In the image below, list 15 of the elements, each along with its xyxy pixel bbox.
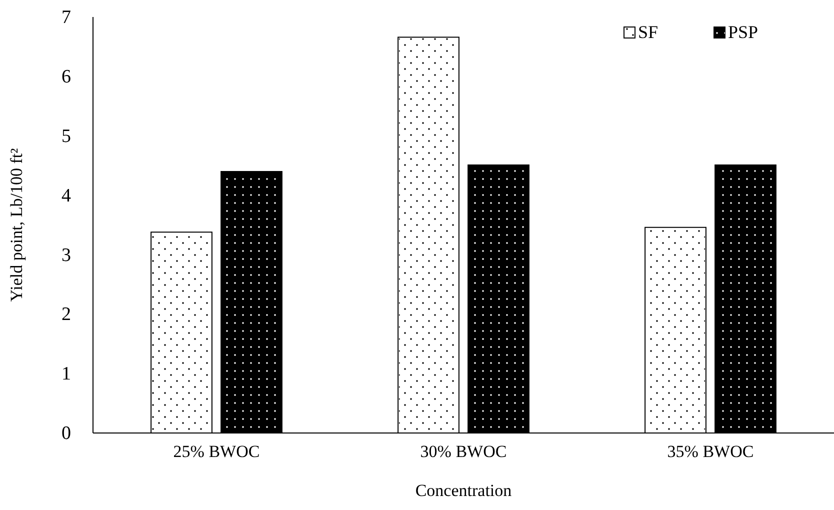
legend-label: PSP bbox=[728, 22, 758, 42]
y-tick-label: 6 bbox=[62, 66, 71, 88]
x-tick-label: 25% BWOC bbox=[173, 442, 260, 462]
x-tick-label: 35% BWOC bbox=[667, 442, 754, 462]
y-tick-label: 5 bbox=[62, 126, 71, 147]
x-axis-title: Concentration bbox=[415, 481, 512, 500]
y-tick-label: 1 bbox=[62, 364, 71, 385]
y-tick-label: 0 bbox=[62, 423, 71, 444]
x-tick-label: 30% BWOC bbox=[420, 442, 507, 462]
y-tick-label: 4 bbox=[62, 185, 72, 206]
y-tick-label: 2 bbox=[62, 304, 71, 326]
y-tick-label: 7 bbox=[62, 7, 71, 28]
legend-label: SF bbox=[638, 22, 658, 42]
y-tick-label: 3 bbox=[62, 244, 71, 266]
y-axis-title: Yield point, Lb/100 ft² bbox=[7, 148, 26, 302]
